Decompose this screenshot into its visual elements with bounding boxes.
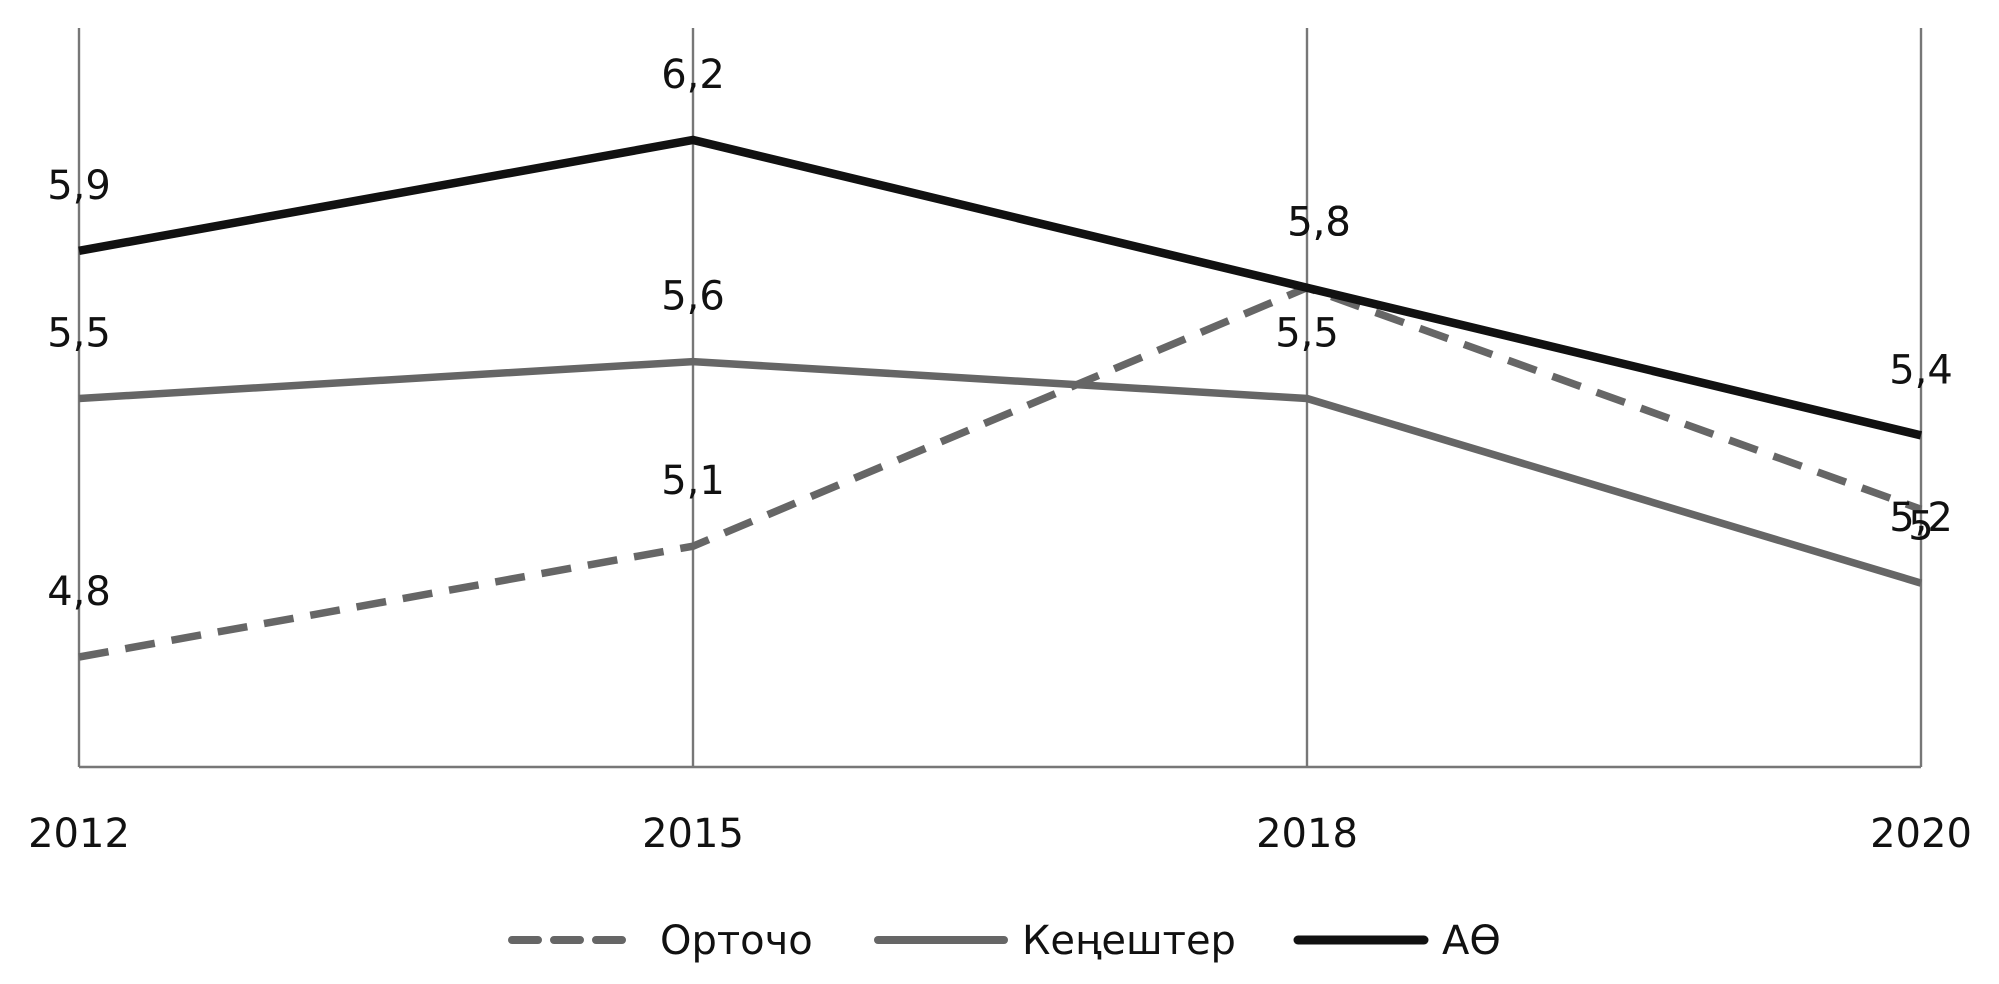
data-label: 5,2 (1889, 495, 1953, 541)
legend-label: АӨ (1442, 918, 1501, 964)
series-layer (78, 135, 1923, 661)
x-tick-label: 2015 (642, 811, 744, 857)
legend-label: Орточо (660, 918, 813, 964)
data-label: 6,2 (661, 52, 725, 98)
legend-label: Кеңештер (1022, 918, 1236, 964)
data-label: 5,6 (661, 274, 725, 320)
data-label: 4,8 (47, 569, 111, 615)
data-label: 5,8 (1287, 200, 1351, 246)
data-label: 5,4 (1889, 347, 1953, 393)
grid-layer (77, 28, 1923, 769)
data-label: 5,8 (1287, 200, 1351, 246)
data-label: 5,5 (1275, 311, 1339, 357)
data-label: 5 (1908, 503, 1933, 549)
legend: Орточо Кеңештер АӨ (508, 918, 1501, 964)
x-tick-label: 2012 (28, 811, 130, 857)
data-label-layer: 4,85,15,855,55,65,55,25,96,25,85,4 (47, 52, 1953, 615)
x-tick-label: 2020 (1870, 811, 1972, 857)
data-label: 5,9 (47, 163, 111, 209)
series-line-1 (78, 283, 1923, 661)
x-tick-label: 2018 (1256, 811, 1358, 857)
series-line-2 (78, 357, 1923, 587)
data-label: 5,1 (661, 458, 725, 504)
x-axis-ticks: 2012 2015 2018 2020 (28, 811, 1972, 857)
data-label: 5,5 (47, 311, 111, 357)
series-line-3 (78, 135, 1922, 440)
